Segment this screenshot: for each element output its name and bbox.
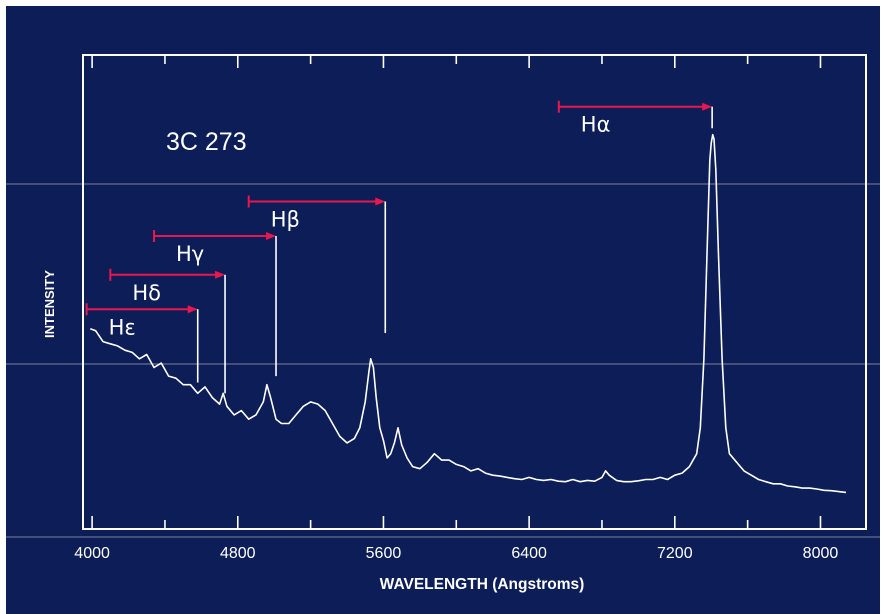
x-tick-label: 8000: [803, 545, 839, 562]
redshift-arrow-head: [215, 270, 226, 279]
x-axis-label: WAVELENGTH (Angstroms): [380, 576, 585, 593]
annotation-3: Hγ: [153, 230, 277, 377]
y-axis-label: INTENSITY: [42, 270, 57, 338]
spectrum-chart: 4000 4800 5600 6400 7200 8000 Hε Hδ Hγ Hβ Hα 3C 2…: [6, 54, 880, 593]
annotation-5: Hα: [557, 100, 713, 137]
x-tick-label: 4800: [220, 545, 256, 562]
emission-line-label: Hβ: [271, 208, 300, 232]
redshift-arrow-head: [702, 102, 713, 111]
redshift-arrow-head: [187, 305, 198, 314]
x-tick-labels: 4000 4800 5600 6400 7200 8000: [74, 545, 838, 562]
chart-panel: 4000 4800 5600 6400 7200 8000 Hε Hδ Hγ Hβ Hα 3C 2…: [6, 6, 880, 614]
emission-line-annotations: Hε Hδ Hγ Hβ Hα: [85, 100, 713, 394]
annotation-2: Hδ: [109, 268, 226, 394]
emission-line-label: Hδ: [132, 281, 161, 305]
x-tick-label: 5600: [366, 545, 402, 562]
emission-line-label: Hε: [109, 315, 136, 339]
x-tick-label: 7200: [657, 545, 693, 562]
annotation-4: Hβ: [247, 195, 387, 333]
redshift-arrow-head: [266, 232, 277, 241]
emission-line-label: Hγ: [176, 242, 204, 266]
x-tick-label: 4000: [74, 545, 110, 562]
annotation-1: Hε: [85, 303, 199, 383]
spectrum-series-line: [90, 133, 847, 494]
redshift-arrow-head: [375, 197, 386, 206]
emission-line-label: Hα: [581, 113, 611, 137]
scan-guide-lines: [6, 183, 880, 538]
x-tick-label: 6400: [511, 545, 547, 562]
plot-frame: [82, 54, 867, 530]
axis-ticks: [91, 55, 822, 529]
chart-title: 3C 273: [166, 128, 247, 156]
